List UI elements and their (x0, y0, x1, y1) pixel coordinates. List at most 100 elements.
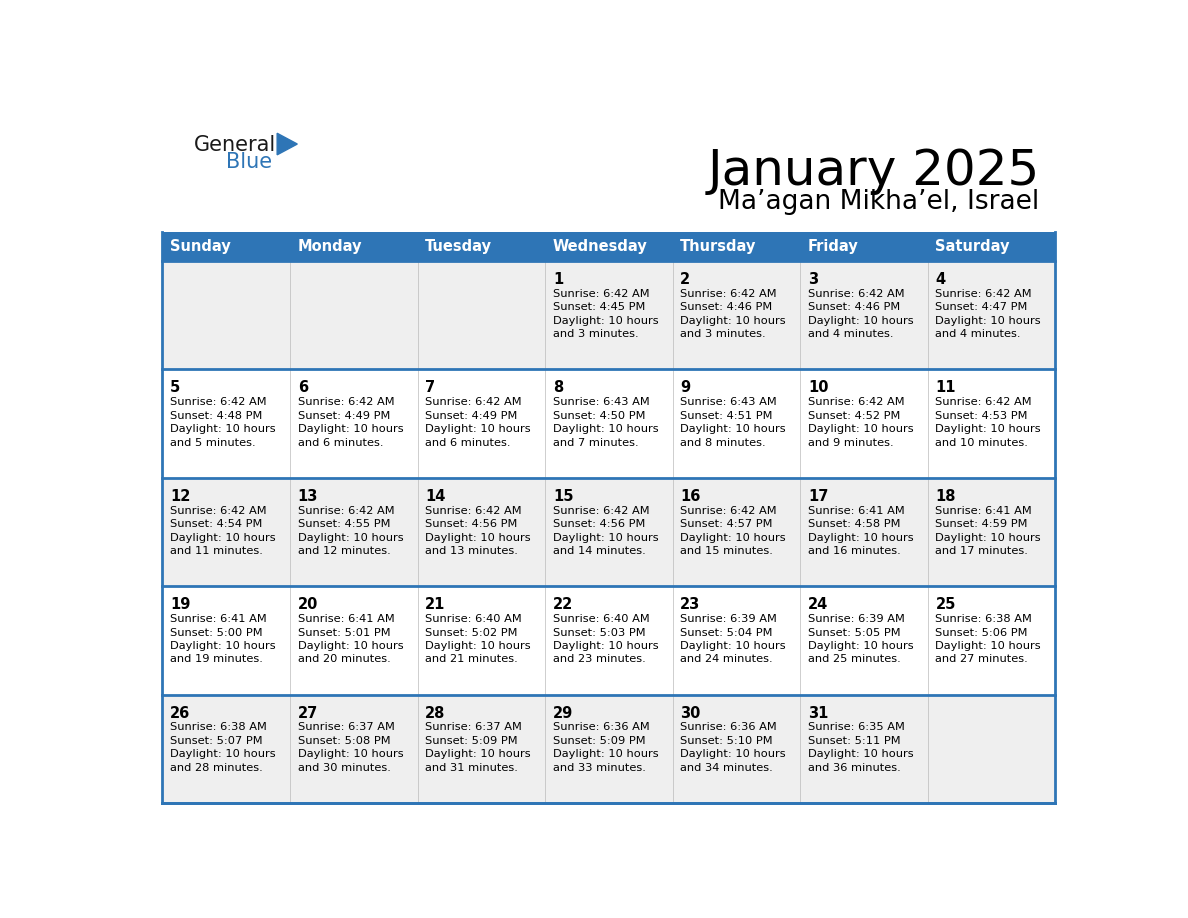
Text: and 14 minutes.: and 14 minutes. (552, 546, 645, 556)
Text: 20: 20 (298, 597, 318, 612)
Text: Sunset: 4:52 PM: Sunset: 4:52 PM (808, 410, 901, 420)
Text: 28: 28 (425, 706, 446, 721)
Text: Sunrise: 6:39 AM: Sunrise: 6:39 AM (681, 614, 777, 624)
Text: Daylight: 10 hours: Daylight: 10 hours (298, 532, 404, 543)
Text: Daylight: 10 hours: Daylight: 10 hours (425, 424, 531, 434)
Text: and 8 minutes.: and 8 minutes. (681, 438, 766, 448)
Text: 5: 5 (170, 380, 181, 396)
Text: Sunrise: 6:41 AM: Sunrise: 6:41 AM (935, 506, 1032, 516)
Text: 13: 13 (298, 488, 318, 504)
Text: and 30 minutes.: and 30 minutes. (298, 763, 391, 773)
Text: Daylight: 10 hours: Daylight: 10 hours (170, 424, 276, 434)
Text: Sunset: 5:00 PM: Sunset: 5:00 PM (170, 628, 263, 637)
Text: Sunset: 4:53 PM: Sunset: 4:53 PM (935, 410, 1028, 420)
Text: Ma’agan Mikha’el, Israel: Ma’agan Mikha’el, Israel (719, 189, 1040, 216)
Text: Daylight: 10 hours: Daylight: 10 hours (935, 641, 1041, 651)
Text: 17: 17 (808, 488, 828, 504)
Text: and 4 minutes.: and 4 minutes. (808, 330, 893, 340)
Text: Sunrise: 6:38 AM: Sunrise: 6:38 AM (170, 722, 267, 733)
Text: 19: 19 (170, 597, 190, 612)
Text: and 36 minutes.: and 36 minutes. (808, 763, 901, 773)
Text: and 7 minutes.: and 7 minutes. (552, 438, 638, 448)
Text: Daylight: 10 hours: Daylight: 10 hours (935, 316, 1041, 326)
Text: 11: 11 (935, 380, 956, 396)
Text: and 17 minutes.: and 17 minutes. (935, 546, 1029, 556)
Text: Thursday: Thursday (681, 239, 757, 254)
Text: 14: 14 (425, 488, 446, 504)
Text: Sunrise: 6:42 AM: Sunrise: 6:42 AM (170, 506, 267, 516)
Text: Daylight: 10 hours: Daylight: 10 hours (552, 316, 658, 326)
Bar (163, 695, 1055, 803)
Text: 3: 3 (808, 272, 819, 286)
Text: 7: 7 (425, 380, 436, 396)
Text: Sunset: 5:01 PM: Sunset: 5:01 PM (298, 628, 391, 637)
Bar (545, 232, 672, 261)
Text: Sunset: 4:55 PM: Sunset: 4:55 PM (298, 519, 390, 529)
Text: Sunrise: 6:41 AM: Sunrise: 6:41 AM (808, 506, 905, 516)
Text: and 10 minutes.: and 10 minutes. (935, 438, 1029, 448)
Bar (163, 232, 290, 261)
Text: and 19 minutes.: and 19 minutes. (170, 655, 263, 665)
Text: Monday: Monday (298, 239, 362, 254)
Text: Daylight: 10 hours: Daylight: 10 hours (681, 424, 786, 434)
Text: and 31 minutes.: and 31 minutes. (425, 763, 518, 773)
Text: 2: 2 (681, 272, 690, 286)
Text: Sunset: 5:09 PM: Sunset: 5:09 PM (552, 736, 645, 746)
Text: Sunrise: 6:40 AM: Sunrise: 6:40 AM (425, 614, 522, 624)
Text: Sunrise: 6:36 AM: Sunrise: 6:36 AM (552, 722, 650, 733)
Text: Sunset: 5:10 PM: Sunset: 5:10 PM (681, 736, 773, 746)
Text: 22: 22 (552, 597, 573, 612)
Text: and 34 minutes.: and 34 minutes. (681, 763, 773, 773)
Text: Sunrise: 6:43 AM: Sunrise: 6:43 AM (681, 397, 777, 408)
Text: 15: 15 (552, 488, 574, 504)
Text: Friday: Friday (808, 239, 859, 254)
Text: Daylight: 10 hours: Daylight: 10 hours (808, 532, 914, 543)
Bar (163, 261, 1055, 370)
Text: Daylight: 10 hours: Daylight: 10 hours (552, 749, 658, 759)
Text: Sunset: 5:05 PM: Sunset: 5:05 PM (808, 628, 901, 637)
Text: Sunrise: 6:42 AM: Sunrise: 6:42 AM (170, 397, 267, 408)
Text: Sunrise: 6:41 AM: Sunrise: 6:41 AM (298, 614, 394, 624)
Text: Sunset: 5:06 PM: Sunset: 5:06 PM (935, 628, 1028, 637)
Text: Wednesday: Wednesday (552, 239, 647, 254)
Text: January 2025: January 2025 (708, 147, 1040, 196)
Text: and 21 minutes.: and 21 minutes. (425, 655, 518, 665)
Text: Daylight: 10 hours: Daylight: 10 hours (808, 424, 914, 434)
Text: Sunrise: 6:35 AM: Sunrise: 6:35 AM (808, 722, 905, 733)
Text: and 25 minutes.: and 25 minutes. (808, 655, 901, 665)
Text: Sunrise: 6:42 AM: Sunrise: 6:42 AM (298, 397, 394, 408)
Text: Daylight: 10 hours: Daylight: 10 hours (552, 532, 658, 543)
Text: Sunset: 5:02 PM: Sunset: 5:02 PM (425, 628, 518, 637)
Text: 10: 10 (808, 380, 828, 396)
Text: Daylight: 10 hours: Daylight: 10 hours (170, 641, 276, 651)
Text: Sunrise: 6:42 AM: Sunrise: 6:42 AM (552, 506, 650, 516)
Text: 6: 6 (298, 380, 308, 396)
Bar (672, 232, 801, 261)
Text: 8: 8 (552, 380, 563, 396)
Bar (928, 232, 1055, 261)
Text: Daylight: 10 hours: Daylight: 10 hours (808, 316, 914, 326)
Text: and 6 minutes.: and 6 minutes. (298, 438, 384, 448)
Text: Sunset: 4:56 PM: Sunset: 4:56 PM (552, 519, 645, 529)
Text: Sunrise: 6:42 AM: Sunrise: 6:42 AM (425, 397, 522, 408)
Text: Sunset: 4:50 PM: Sunset: 4:50 PM (552, 410, 645, 420)
Text: and 23 minutes.: and 23 minutes. (552, 655, 645, 665)
Text: Sunrise: 6:42 AM: Sunrise: 6:42 AM (298, 506, 394, 516)
Text: 9: 9 (681, 380, 690, 396)
Bar (801, 232, 928, 261)
Text: Daylight: 10 hours: Daylight: 10 hours (808, 641, 914, 651)
Text: and 6 minutes.: and 6 minutes. (425, 438, 511, 448)
Text: Sunrise: 6:37 AM: Sunrise: 6:37 AM (425, 722, 523, 733)
Text: and 4 minutes.: and 4 minutes. (935, 330, 1020, 340)
Text: Daylight: 10 hours: Daylight: 10 hours (425, 532, 531, 543)
Text: Sunrise: 6:42 AM: Sunrise: 6:42 AM (808, 289, 904, 298)
Text: Daylight: 10 hours: Daylight: 10 hours (552, 424, 658, 434)
Bar (163, 370, 1055, 478)
Bar (163, 478, 1055, 587)
Text: Sunset: 5:11 PM: Sunset: 5:11 PM (808, 736, 901, 746)
Text: Sunrise: 6:38 AM: Sunrise: 6:38 AM (935, 614, 1032, 624)
Text: Sunset: 4:57 PM: Sunset: 4:57 PM (681, 519, 773, 529)
Bar (290, 232, 417, 261)
Text: Sunrise: 6:42 AM: Sunrise: 6:42 AM (681, 289, 777, 298)
Text: Tuesday: Tuesday (425, 239, 492, 254)
